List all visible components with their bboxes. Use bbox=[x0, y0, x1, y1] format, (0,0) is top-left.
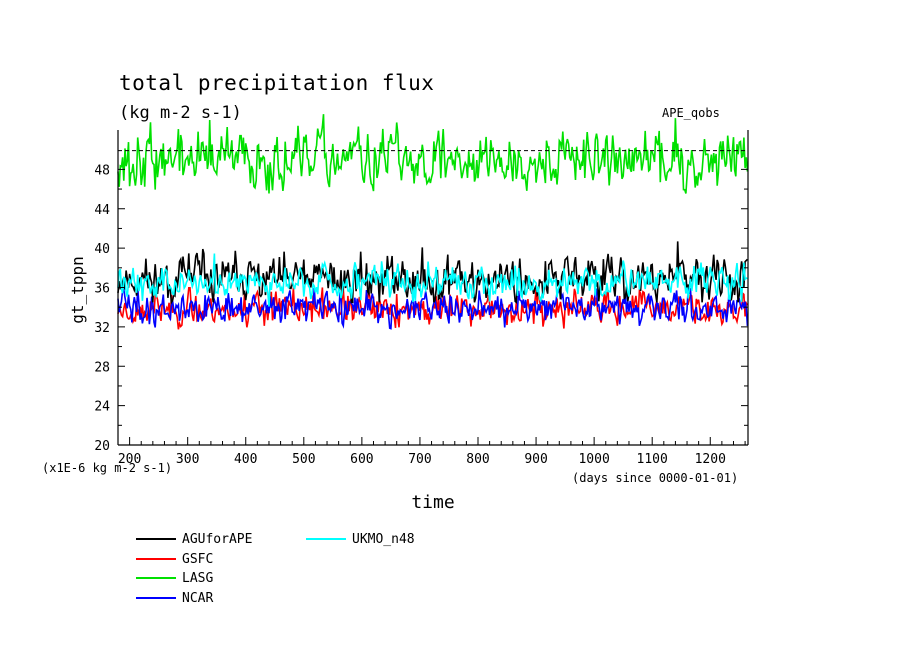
series-layer bbox=[117, 114, 749, 330]
x-tick-label: 900 bbox=[524, 452, 547, 467]
y-tick-label: 20 bbox=[94, 439, 110, 454]
x-tick-label: 1000 bbox=[578, 452, 609, 467]
x-tick-label: 500 bbox=[292, 452, 315, 467]
legend: AGUforAPE GSFC LASG NCAR UKMO_n48 bbox=[136, 532, 415, 606]
x-tick-label: 200 bbox=[118, 452, 141, 467]
chart-title: total precipitation flux bbox=[119, 71, 434, 95]
series-line-ukmo_n48 bbox=[117, 253, 748, 307]
y-tick-label: 28 bbox=[94, 360, 110, 375]
x-tick-label: 1100 bbox=[637, 452, 668, 467]
x-tick-label: 800 bbox=[466, 452, 489, 467]
x-tick-label: 700 bbox=[408, 452, 431, 467]
legend-label-ncar: NCAR bbox=[182, 591, 213, 606]
x-tick-label: 400 bbox=[234, 452, 257, 467]
x-tick-label: 600 bbox=[350, 452, 373, 467]
x-axis-label: time bbox=[411, 492, 454, 513]
label-layer: total precipitation flux (kg m-2 s-1) AP… bbox=[42, 71, 738, 513]
y-tick-label: 40 bbox=[94, 242, 110, 257]
x-tick-label: 1200 bbox=[695, 452, 726, 467]
y-tick-label: 44 bbox=[94, 203, 110, 218]
axes-layer: 20 24 28 32 36 40 44 48 200 300 400 500 600 700 800 900… bbox=[94, 130, 749, 467]
chart-subtitle: (kg m-2 s-1) bbox=[119, 103, 242, 123]
y-tick-label: 32 bbox=[94, 321, 110, 336]
y-multiplier-note: (x1E-6 kg m-2 s-1) bbox=[42, 461, 172, 475]
annotation-label: APE_qobs bbox=[662, 106, 720, 120]
series-line-aguforape bbox=[117, 241, 748, 305]
legend-label-ukmo_n48: UKMO_n48 bbox=[352, 532, 415, 547]
y-tick-label: 36 bbox=[94, 282, 110, 297]
legend-label-gsfc: GSFC bbox=[182, 552, 213, 567]
legend-label-lasg: LASG bbox=[182, 571, 213, 586]
y-axis-label: gt_tppn bbox=[68, 256, 87, 323]
y-tick-label: 24 bbox=[94, 400, 110, 415]
series-line-ncar bbox=[117, 285, 749, 330]
x-tick-label: 300 bbox=[176, 452, 199, 467]
y-tick-label: 48 bbox=[94, 163, 110, 178]
legend-label-aguforape: AGUforAPE bbox=[182, 532, 252, 547]
x-unit-note: (days since 0000-01-01) bbox=[572, 471, 738, 485]
series-line-lasg bbox=[117, 114, 749, 194]
